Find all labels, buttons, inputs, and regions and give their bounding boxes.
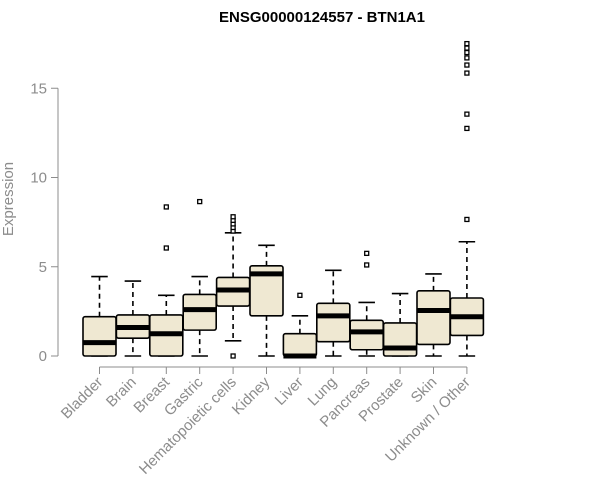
box-group [182, 198, 217, 357]
box-group [215, 214, 251, 359]
x-tick-label: Liver [272, 374, 307, 409]
box-group [282, 292, 318, 359]
box-group [382, 292, 418, 357]
outlier-point [464, 40, 470, 47]
outlier-point [464, 216, 470, 223]
iqr-box [182, 293, 217, 331]
y-tick-label: 15 [30, 80, 47, 97]
plot-area [82, 40, 485, 359]
box-group [315, 269, 351, 357]
outlier-point [163, 204, 169, 210]
outlier-point [464, 70, 470, 76]
x-tick-label: Bladder [58, 374, 107, 423]
y-axis: 0 5 10 15 [30, 80, 59, 365]
outlier-point [230, 214, 236, 220]
x-tick-label: Kidney [229, 373, 274, 418]
outlier-point [464, 111, 470, 117]
outlier-point [230, 353, 236, 359]
iqr-box [382, 322, 418, 357]
box-group [149, 204, 184, 357]
y-tick-label: 0 [39, 348, 47, 365]
outlier-point [197, 198, 203, 205]
iqr-box [82, 315, 117, 357]
iqr-box [282, 332, 318, 357]
outlier-point [163, 245, 169, 251]
outlier-point [464, 62, 470, 68]
outlier-point [364, 250, 370, 257]
box-group [349, 250, 385, 357]
y-axis-label: Expression [0, 162, 17, 236]
outlier-point [464, 45, 470, 51]
outlier-point [297, 292, 303, 298]
box-group [416, 273, 451, 357]
outlier-point [464, 55, 470, 61]
y-tick-label: 10 [30, 170, 47, 187]
outlier-point [464, 49, 470, 56]
outlier-point [464, 125, 470, 132]
y-tick-label: 5 [39, 259, 47, 276]
iqr-box [249, 265, 284, 317]
chart-title: ENSG00000124557 - BTN1A1 [219, 9, 425, 26]
iqr-box [315, 302, 351, 343]
iqr-box [349, 319, 385, 351]
box-group [249, 244, 284, 357]
box-group [115, 280, 151, 357]
outlier-point [364, 262, 370, 268]
iqr-box [416, 290, 451, 346]
box-group [82, 275, 117, 357]
box-group [449, 40, 485, 357]
